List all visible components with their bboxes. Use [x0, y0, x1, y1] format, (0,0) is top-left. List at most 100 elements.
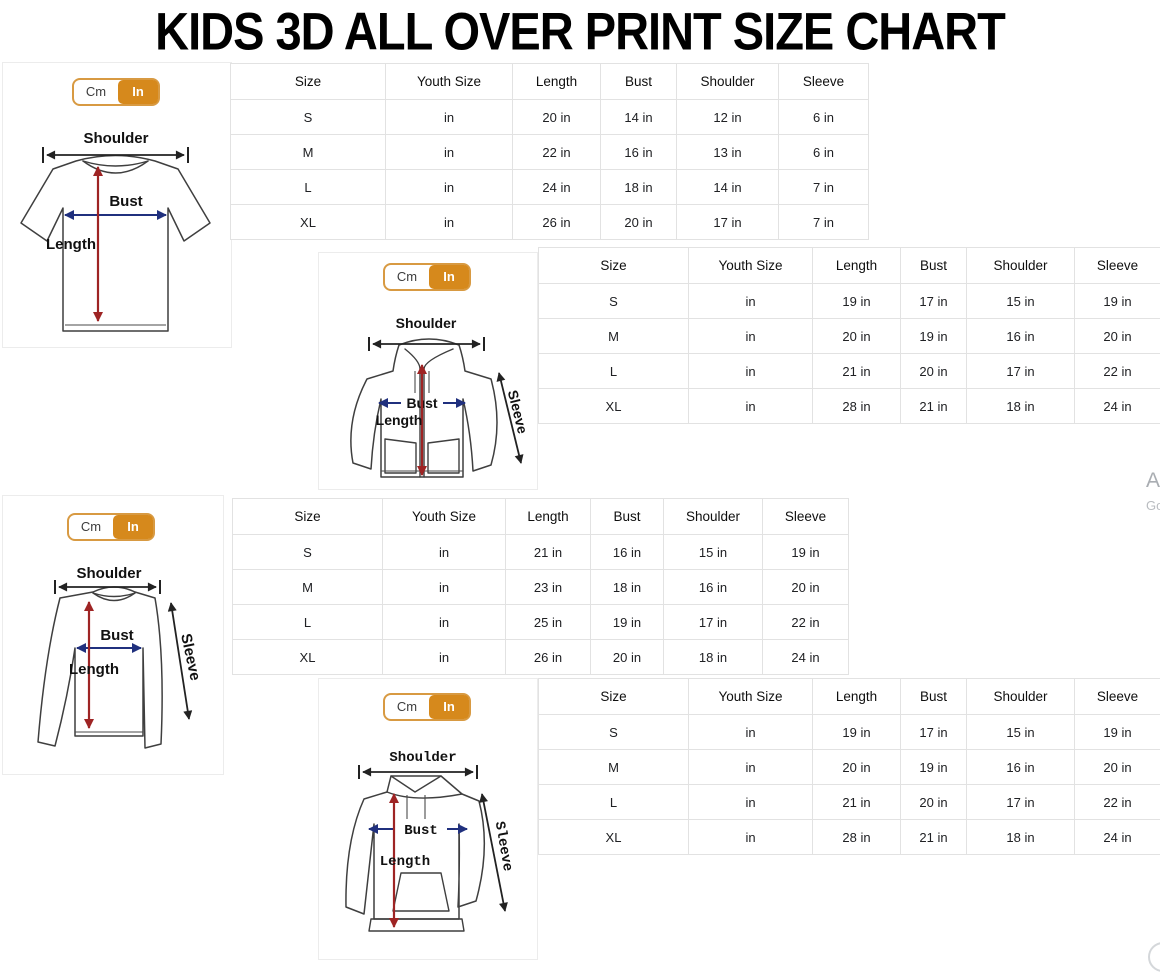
table-cell: 25 in [506, 605, 591, 640]
table-cell: M [539, 319, 689, 354]
table-cell: XL [539, 820, 689, 855]
unit-in-button[interactable]: In [113, 515, 153, 539]
unit-cm-button[interactable]: Cm [74, 80, 118, 104]
unit-cm-button[interactable]: Cm [69, 515, 113, 539]
table-cell: 18 in [591, 570, 664, 605]
table-cell: 28 in [813, 820, 901, 855]
column-header: Size [539, 248, 689, 284]
table-cell: 21 in [901, 389, 967, 424]
table-cell: 20 in [813, 319, 901, 354]
table-cell: 18 in [601, 170, 677, 205]
table-cell: 17 in [901, 715, 967, 750]
watermark-fragment: Go [1146, 499, 1160, 512]
shoulder-label: Shoulder [389, 750, 456, 766]
table-cell: L [539, 354, 689, 389]
column-header: Sleeve [1075, 248, 1160, 284]
table-cell: 16 in [967, 750, 1075, 785]
table-cell: 20 in [513, 100, 601, 135]
column-header: Shoulder [677, 64, 779, 100]
table-cell: 17 in [967, 785, 1075, 820]
unit-in-button[interactable]: In [429, 265, 469, 289]
table-cell: M [539, 750, 689, 785]
table-cell: 15 in [664, 535, 763, 570]
table-cell: M [231, 135, 386, 170]
table-cell: 20 in [601, 205, 677, 240]
table-cell: 13 in [677, 135, 779, 170]
table-cell: L [233, 605, 383, 640]
page-title: KIDS 3D ALL OVER PRINT SIZE CHART [0, 0, 1160, 62]
table-cell: 18 in [967, 820, 1075, 855]
column-header: Size [231, 64, 386, 100]
table-cell: in [386, 100, 513, 135]
table-cell: 6 in [779, 100, 869, 135]
table-cell: 22 in [1075, 354, 1160, 389]
table-cell: 23 in [506, 570, 591, 605]
column-header: Size [233, 499, 383, 535]
table-cell: 17 in [901, 284, 967, 319]
table-cell: in [383, 535, 506, 570]
table-cell: 24 in [1075, 389, 1160, 424]
table-cell: 15 in [967, 715, 1075, 750]
unit-in-button[interactable]: In [429, 695, 469, 719]
column-header: Bust [901, 248, 967, 284]
table-cell: 19 in [763, 535, 849, 570]
table-cell: 12 in [677, 100, 779, 135]
column-header: Bust [901, 679, 967, 715]
bust-label: Bust [404, 823, 438, 839]
column-header: Youth Size [689, 248, 813, 284]
table-cell: in [386, 135, 513, 170]
unit-in-button[interactable]: In [118, 80, 158, 104]
table-cell: 20 in [763, 570, 849, 605]
column-header: Length [513, 64, 601, 100]
table-cell: 19 in [901, 319, 967, 354]
table-cell: 20 in [591, 640, 664, 675]
table-cell: M [233, 570, 383, 605]
table-cell: in [689, 354, 813, 389]
column-header: Size [539, 679, 689, 715]
table-cell: 20 in [901, 785, 967, 820]
column-header: Bust [591, 499, 664, 535]
table-cell: 20 in [1075, 319, 1160, 354]
column-header: Length [813, 248, 901, 284]
column-header: Shoulder [967, 248, 1075, 284]
unit-toggle: Cm In [72, 78, 160, 106]
column-header: Shoulder [967, 679, 1075, 715]
length-label: Length [380, 854, 430, 870]
table-cell: 17 in [967, 354, 1075, 389]
table-cell: in [689, 319, 813, 354]
column-header: Sleeve [763, 499, 849, 535]
sleeve-label: Sleeve [177, 632, 204, 682]
unit-cm-button[interactable]: Cm [385, 265, 429, 289]
table-cell: 19 in [1075, 284, 1160, 319]
column-header: Length [813, 679, 901, 715]
table-cell: 18 in [664, 640, 763, 675]
shoulder-label: Shoulder [396, 315, 457, 331]
table-cell: 22 in [513, 135, 601, 170]
table-cell: 7 in [779, 170, 869, 205]
table-cell: in [383, 570, 506, 605]
table-cell: 19 in [591, 605, 664, 640]
table-cell: 14 in [601, 100, 677, 135]
watermark-fragment: A [1146, 470, 1160, 491]
table-cell: S [539, 284, 689, 319]
table-cell: 16 in [967, 319, 1075, 354]
column-header: Sleeve [1075, 679, 1160, 715]
length-label: Length [69, 661, 119, 678]
unit-cm-button[interactable]: Cm [385, 695, 429, 719]
